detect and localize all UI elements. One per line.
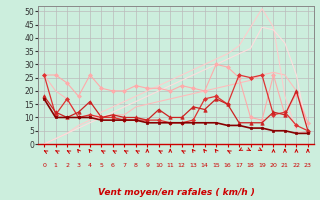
- X-axis label: Vent moyen/en rafales ( km/h ): Vent moyen/en rafales ( km/h ): [98, 188, 254, 197]
